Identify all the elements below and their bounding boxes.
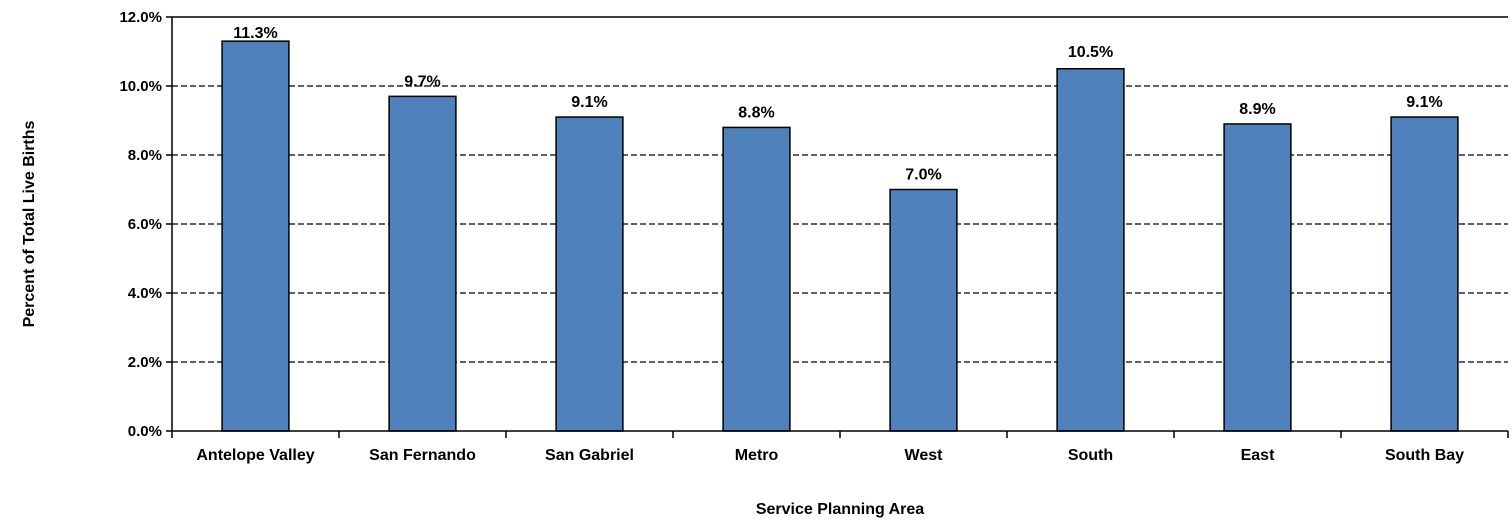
gridlines: [172, 16, 1508, 363]
bar: [1056, 68, 1125, 432]
y-tick-label: 0.0%: [128, 423, 162, 440]
y-tick-label: 10.0%: [119, 78, 162, 95]
axes: [166, 16, 1509, 438]
data-label: 10.5%: [1068, 44, 1113, 61]
x-tick-label: South: [1068, 447, 1113, 464]
bar: [722, 126, 791, 432]
x-axis-title: Service Planning Area: [756, 501, 924, 518]
data-label: 9.7%: [404, 73, 440, 90]
bar: [889, 188, 958, 432]
y-tick-label: 4.0%: [128, 285, 162, 302]
data-label: 8.8%: [738, 104, 774, 121]
bar: [555, 116, 624, 432]
y-tick-label: 2.0%: [128, 354, 162, 371]
bars: [221, 40, 1459, 432]
x-tick-label: San Gabriel: [545, 447, 634, 464]
data-label: 11.3%: [233, 25, 277, 42]
x-tick-label: San Fernando: [369, 447, 476, 464]
bar: [1223, 123, 1292, 432]
x-tick-label: South Bay: [1385, 447, 1464, 464]
data-label: 9.1%: [1406, 94, 1442, 111]
y-tick-label: 6.0%: [128, 216, 162, 233]
y-tick-label: 12.0%: [119, 9, 162, 26]
x-tick-label: Metro: [735, 447, 779, 464]
y-tick-label: 8.0%: [128, 147, 162, 164]
x-tick-label: East: [1241, 447, 1275, 464]
bar: [1390, 116, 1459, 432]
bar: [221, 40, 290, 432]
x-tick-label: Antelope Valley: [196, 447, 314, 464]
bar: [388, 95, 457, 432]
x-tick-label: West: [905, 447, 944, 464]
data-label: 9.1%: [571, 94, 607, 111]
data-label: 8.9%: [1239, 101, 1275, 118]
labels: 0.0% 2.0% 4.0% 6.0% 8.0% 10.0% 12.0% 11.3% Antel…: [119, 9, 1464, 464]
y-axis-title: Percent of Total Live Births: [21, 120, 38, 327]
data-label: 7.0%: [905, 167, 941, 184]
